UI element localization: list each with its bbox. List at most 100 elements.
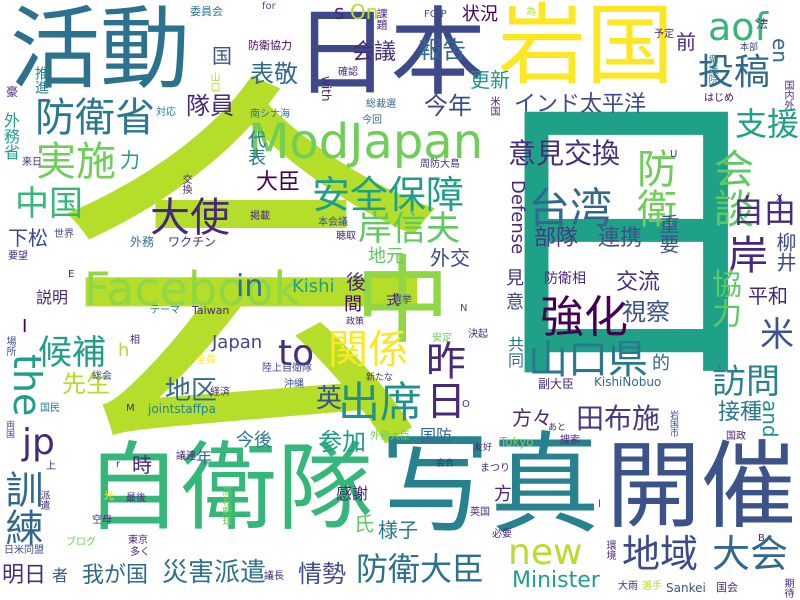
- word-aratana: 新たな: [366, 373, 394, 383]
- word-heiwa: 平和: [748, 284, 788, 308]
- word-kokoyakyu: 高校野球: [220, 486, 231, 526]
- word-kongo: 今後: [236, 430, 272, 451]
- word-kyodo: 共同: [505, 336, 524, 368]
- word-saigaihaken: 災害派遣: [162, 558, 267, 588]
- word-shiki: 式: [386, 293, 400, 309]
- word-taio: 対応: [156, 107, 176, 118]
- word-yamaguchi: 山口県: [528, 337, 648, 383]
- word-jp: jp: [22, 422, 55, 463]
- word-tokyo: Tokyo: [500, 435, 534, 449]
- word-shien: 支援: [735, 105, 800, 143]
- word-kyoka: 強化: [540, 292, 628, 343]
- word-kata: 方: [494, 484, 512, 505]
- word-gaiko: 外交: [430, 246, 470, 270]
- word-seisaku: 政策: [346, 317, 365, 327]
- word-daihyo: 代表: [245, 130, 266, 166]
- word-capital-i: I: [22, 316, 28, 337]
- word-jisshi: 実施: [36, 139, 116, 185]
- word-toko: 投稿: [698, 52, 771, 93]
- word-jieitai: 自衛隊: [85, 432, 373, 544]
- word-renkei: 連携: [598, 226, 643, 251]
- word-gaimudaijin: 外務大臣: [370, 431, 410, 442]
- word-to: to: [278, 333, 315, 374]
- word-okinawa: 沖縄: [284, 379, 304, 390]
- word-with: with: [319, 76, 333, 102]
- word-minister: Minister: [512, 568, 600, 593]
- word-kubo: 空母: [92, 515, 112, 526]
- word-x: X: [776, 193, 783, 204]
- word-for: for: [262, 1, 276, 12]
- word-hikari: 光: [104, 491, 114, 502]
- word-sensei: 先生: [62, 370, 110, 398]
- word-sakujitsu: 昨日: [419, 340, 465, 420]
- word-asu: 明日: [2, 563, 47, 588]
- word-koshin: 更新: [470, 68, 510, 92]
- word-naka: 中: [355, 247, 451, 357]
- word-gaimu: 外務: [130, 235, 155, 249]
- word-chosyu: 聴取: [336, 231, 356, 242]
- word-sokai: 総会: [92, 371, 112, 382]
- word-ryokoku: 両国: [4, 420, 14, 438]
- word-taishi: 大使: [150, 195, 230, 241]
- word-taiwan: 台湾: [528, 184, 613, 233]
- word-kankei: 関係: [328, 327, 408, 373]
- word-kokusei: 国政: [726, 431, 746, 442]
- word-sekai: 世界: [54, 229, 74, 240]
- word-sosaku: 搜索: [560, 435, 580, 446]
- word-shusseki: 出席: [338, 378, 423, 427]
- word-e: E: [68, 269, 75, 280]
- word-yuko: 友好: [474, 443, 493, 453]
- word-atoo: あと: [548, 423, 567, 433]
- word-yamaguchi-small: 山口: [208, 72, 219, 92]
- word-wagakuni: 我が国: [82, 563, 149, 588]
- word-shisatsu: 視察: [622, 298, 670, 326]
- word-gicho: 議長: [264, 571, 284, 582]
- word-m: M: [126, 403, 135, 414]
- word-anzenhosho: 安全保障: [312, 173, 465, 217]
- word-sankei: Sankei: [666, 581, 706, 595]
- word-josei: 情勢: [298, 560, 346, 588]
- word-boeisho: 防衛省: [35, 95, 155, 141]
- word-taiwan-en: Taiwan: [192, 304, 230, 317]
- word-teki: 的: [652, 353, 670, 374]
- word-kuni: 国: [212, 44, 232, 68]
- word-jimoto: 地元: [368, 246, 404, 267]
- word-saigo: 最後: [126, 493, 146, 504]
- word-keizai: 経済: [210, 387, 230, 398]
- word-toki: 時: [132, 453, 152, 477]
- word-iwakunishi: 岩国市: [668, 410, 678, 437]
- word-rainichi: 来日: [22, 157, 42, 168]
- word-kyoryoku: 協力: [706, 268, 741, 328]
- word-shashin: 写真: [380, 421, 600, 549]
- word-hokoku: 報告: [418, 36, 466, 64]
- word-daijin: 大臣: [256, 170, 301, 195]
- word-suishin: 推進: [33, 66, 49, 94]
- word-zenin: 全員: [196, 355, 216, 366]
- word-burogu: ブログ: [66, 537, 96, 548]
- word-kadai: 課題: [375, 8, 388, 30]
- word-kankyo: 環境: [604, 540, 615, 560]
- word-defense: Defense: [507, 180, 528, 255]
- word-sosaisen: 総裁選: [366, 99, 396, 110]
- word-kokubo: 国防: [420, 426, 453, 445]
- word-kishi: 岸: [728, 233, 768, 279]
- word-gaimusho: 外務省: [1, 112, 20, 160]
- word-yanai: 柳井: [773, 232, 797, 272]
- word-eikoku: 英国: [470, 507, 490, 518]
- word-kai: 会: [50, 42, 450, 507]
- word-giren: 議連: [176, 451, 196, 462]
- word-chugoku: 中国: [15, 184, 83, 224]
- word-on: On: [350, 0, 379, 24]
- word-haken: 派遣: [38, 490, 49, 510]
- word-tokyo-ja: 東京: [128, 535, 148, 546]
- word-u: U: [670, 149, 678, 160]
- word-honbu: 本部: [740, 43, 759, 53]
- word-ato: 後: [346, 270, 366, 294]
- word-kaidan: 会談: [707, 148, 753, 228]
- word-boei: 防衛: [630, 148, 676, 228]
- word-kishinobuo-en: KishiNobuo: [594, 375, 662, 389]
- word-suooshima: 周防大島: [420, 159, 460, 170]
- word-sanka: 参加: [318, 428, 366, 456]
- word-r: r: [116, 459, 121, 470]
